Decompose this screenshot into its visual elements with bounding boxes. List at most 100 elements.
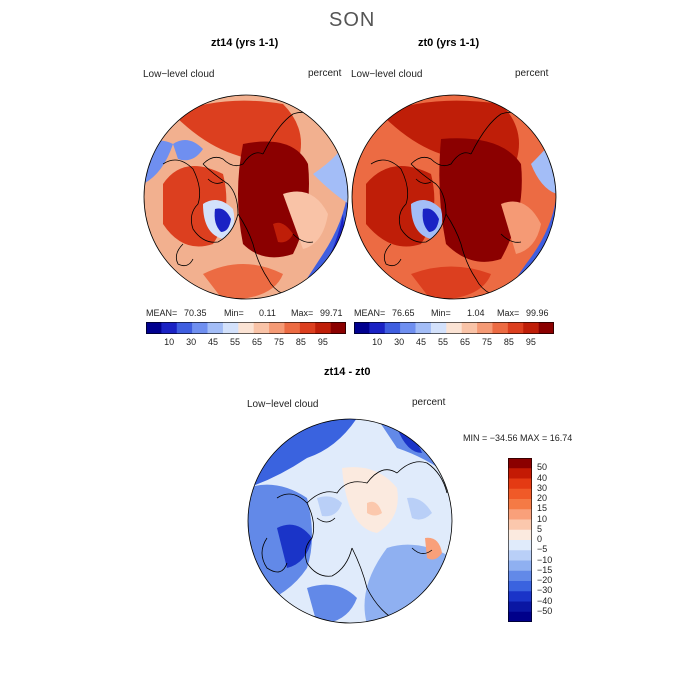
colorbar-border bbox=[508, 458, 532, 622]
panel1-mean-value: 70.35 bbox=[184, 308, 207, 318]
panel3-minmax: MIN = −34.56 MAX = 16.74 bbox=[463, 433, 573, 443]
colorbar-swatch bbox=[369, 322, 386, 334]
colorbar-tick-label: 10 bbox=[537, 513, 548, 524]
colorbar-swatch bbox=[508, 488, 532, 500]
colorbar-swatch bbox=[269, 322, 285, 334]
panel2-max-label: Max= bbox=[497, 308, 520, 318]
colorbar-tick-label: 50 bbox=[537, 462, 548, 473]
colorbar-border bbox=[354, 322, 554, 334]
panel2-colorbar bbox=[354, 322, 554, 334]
colorbar-tick-label: 55 bbox=[229, 337, 241, 347]
colorbar-swatch bbox=[508, 601, 532, 613]
colorbar-swatch bbox=[161, 322, 178, 334]
colorbar-tick-label: 45 bbox=[207, 337, 219, 347]
panel1-field-label: Low−level cloud bbox=[143, 69, 215, 80]
panel3-colorbar bbox=[508, 458, 532, 622]
colorbar-tick-label: 95 bbox=[525, 337, 536, 347]
colorbar-swatch bbox=[508, 550, 532, 561]
colorbar-swatch bbox=[508, 560, 532, 572]
colorbar-tick-label: 30 bbox=[537, 482, 548, 493]
colorbar-tick-label: 85 bbox=[503, 337, 514, 347]
panel1-polar-map bbox=[143, 94, 349, 300]
colorbar-swatch bbox=[508, 540, 532, 551]
colorbar-swatch bbox=[508, 509, 532, 520]
panel1-min-value: 0.11 bbox=[259, 308, 276, 318]
colorbar-swatch bbox=[508, 519, 532, 531]
colorbar-swatch bbox=[176, 322, 193, 334]
colorbar-tick-label: 75 bbox=[273, 337, 285, 347]
colorbar-tick-label: 20 bbox=[537, 493, 548, 503]
colorbar-tick-label: 15 bbox=[537, 503, 548, 514]
colorbar-swatch bbox=[284, 322, 301, 334]
colorbar-swatch bbox=[508, 591, 532, 602]
colorbar-tick-label: 10 bbox=[372, 337, 383, 347]
colorbar-tick-label: −50 bbox=[537, 605, 553, 616]
colorbar-swatch bbox=[222, 322, 239, 334]
colorbar-swatch bbox=[146, 322, 162, 334]
colorbar-tick-label: 45 bbox=[415, 337, 427, 347]
colorbar-tick-label: 40 bbox=[537, 472, 548, 483]
panel2-mean-value: 76.65 bbox=[392, 308, 415, 318]
colorbar-tick-label: 65 bbox=[459, 337, 471, 347]
colorbar-tick-label: 95 bbox=[317, 337, 328, 347]
colorbar-tick-label: 75 bbox=[481, 337, 493, 347]
figure-title: SON bbox=[329, 9, 376, 31]
panel2-max-value: 99.96 bbox=[526, 308, 549, 318]
colorbar-swatch bbox=[507, 322, 524, 334]
panel3-field-label: Low−level cloud bbox=[247, 399, 319, 410]
panel1-max-value: 99.71 bbox=[320, 308, 343, 318]
panel2-field-label: Low−level cloud bbox=[351, 69, 423, 80]
panel3-units-label: percent bbox=[412, 397, 446, 408]
colorbar-swatch bbox=[508, 468, 532, 479]
colorbar-swatch bbox=[508, 478, 532, 490]
panel2-title: zt0 (yrs 1-1) bbox=[418, 37, 480, 49]
colorbar-swatch bbox=[508, 611, 532, 622]
colorbar-border bbox=[146, 322, 346, 334]
colorbar-swatch bbox=[315, 322, 331, 334]
colorbar-tick-label: −20 bbox=[537, 575, 553, 585]
colorbar-swatch bbox=[384, 322, 401, 334]
colorbar-tick-label: 30 bbox=[394, 337, 405, 347]
panel2-min-label: Min= bbox=[431, 308, 451, 318]
colorbar-swatch bbox=[330, 322, 346, 334]
panel2-min-value: 1.04 bbox=[467, 308, 485, 318]
panel3-colorbar-labels: 50 40 30 20 15 10 5 0 −5 −10 −15 −20 −30 −40 −50 bbox=[537, 458, 577, 628]
colorbar-swatch bbox=[299, 322, 316, 334]
colorbar-tick-label: −15 bbox=[537, 564, 553, 575]
panel1-max-label: Max= bbox=[291, 308, 314, 318]
colorbar-swatch bbox=[238, 322, 254, 334]
colorbar-swatch bbox=[192, 322, 208, 334]
panel1-title: zt14 (yrs 1-1) bbox=[211, 37, 279, 49]
colorbar-tick-label: −5 bbox=[537, 544, 548, 555]
panel1-colorbar-ticks: 10 30 45 55 65 75 85 95 bbox=[146, 337, 346, 349]
colorbar-swatch bbox=[446, 322, 462, 334]
colorbar-tick-label: 0 bbox=[537, 534, 543, 544]
colorbar-swatch bbox=[415, 322, 432, 334]
panel2-units-label: percent bbox=[515, 68, 549, 79]
colorbar-tick-label: −40 bbox=[537, 595, 553, 606]
colorbar-tick-label: 10 bbox=[164, 337, 175, 347]
panel3-title: zt14 - zt0 bbox=[324, 366, 371, 378]
colorbar-tick-label: −30 bbox=[537, 585, 553, 596]
panel1-units-label: percent bbox=[308, 68, 342, 79]
colorbar-swatch bbox=[523, 322, 539, 334]
colorbar-swatch bbox=[400, 322, 416, 334]
colorbar-swatch bbox=[354, 322, 370, 334]
colorbar-swatch bbox=[538, 322, 554, 334]
colorbar-swatch bbox=[207, 322, 224, 334]
colorbar-swatch bbox=[508, 581, 532, 592]
panel3-polar-map bbox=[247, 418, 453, 624]
colorbar-tick-label: 30 bbox=[186, 337, 197, 347]
panel1-colorbar bbox=[146, 322, 346, 334]
colorbar-swatch bbox=[492, 322, 509, 334]
colorbar-swatch bbox=[508, 499, 532, 510]
colorbar-tick-label: 85 bbox=[295, 337, 306, 347]
panel1-mean-label: MEAN= bbox=[146, 308, 178, 318]
colorbar-tick-label: 55 bbox=[437, 337, 449, 347]
colorbar-swatch bbox=[477, 322, 493, 334]
panel2-polar-map bbox=[351, 94, 557, 300]
colorbar-tick-label: 5 bbox=[537, 523, 543, 534]
panel1-min-label: Min= bbox=[224, 308, 244, 318]
colorbar-swatch bbox=[508, 529, 532, 541]
colorbar-swatch bbox=[461, 322, 478, 334]
